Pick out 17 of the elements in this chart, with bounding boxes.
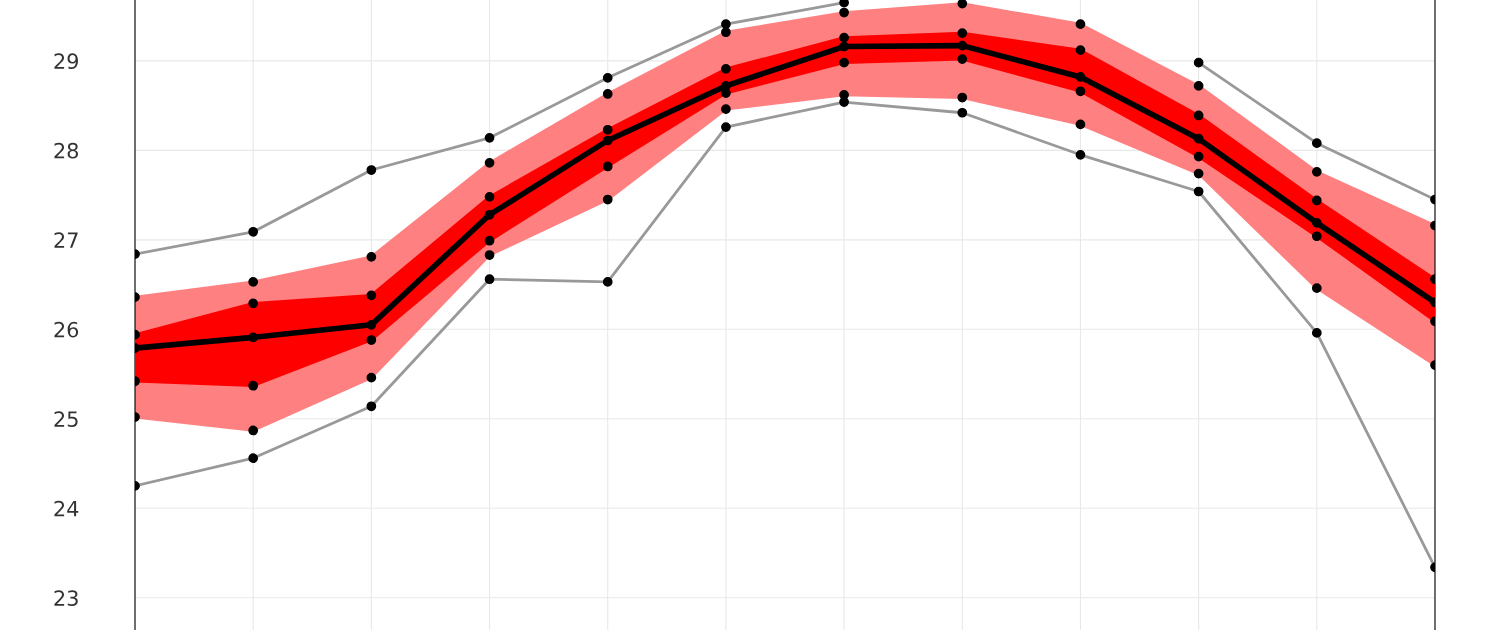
point [366, 319, 377, 330]
point [484, 209, 495, 220]
y-tick-label: 25 [54, 411, 78, 428]
point [839, 41, 849, 52]
point [721, 81, 731, 91]
y-tick-label: 28 [54, 142, 79, 159]
point [248, 332, 259, 343]
point [1193, 133, 1204, 144]
y-tick-label: 26 [54, 321, 79, 338]
point [957, 40, 968, 51]
y-tick-label: 29 [54, 53, 78, 70]
y-tick-label: 23 [54, 590, 78, 606]
y-tick-label: 27 [54, 232, 78, 248]
y-tick-label: 24 [54, 500, 79, 517]
point [1075, 72, 1086, 82]
point [602, 135, 613, 146]
point [1311, 217, 1322, 228]
